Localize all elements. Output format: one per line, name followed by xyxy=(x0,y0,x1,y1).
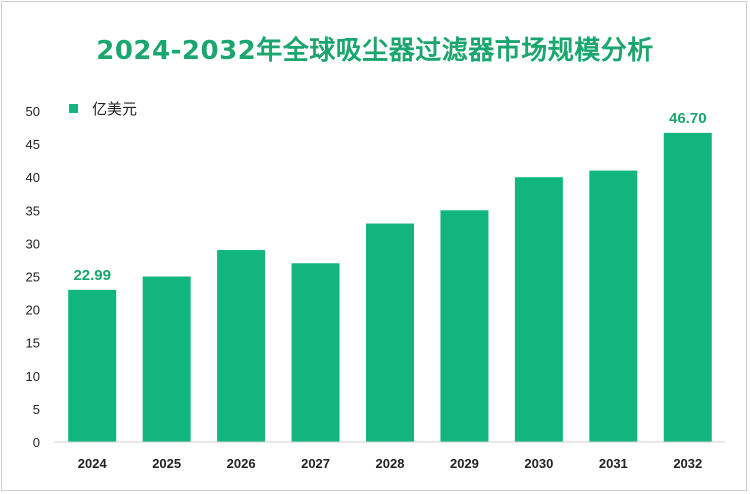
legend-swatch xyxy=(69,104,78,113)
y-tick-label: 50 xyxy=(26,104,40,119)
x-tick-label: 2032 xyxy=(673,456,702,471)
data-label-2024: 22.99 xyxy=(73,267,111,284)
data-label-2032: 46.70 xyxy=(669,110,707,127)
bar-2030 xyxy=(514,177,563,442)
data-labels: 22.99 46.70 xyxy=(73,110,706,284)
y-axis: 0 5 10 15 20 25 30 35 40 45 50 xyxy=(26,104,40,450)
legend: 亿美元 xyxy=(69,100,137,118)
chart-title: 2024-2032年全球吸尘器过滤器市场规模分析 xyxy=(96,36,654,66)
legend-label: 亿美元 xyxy=(92,100,137,118)
y-tick-label: 45 xyxy=(26,137,40,152)
x-tick-label: 2025 xyxy=(152,456,181,471)
bar-2028 xyxy=(366,223,414,442)
y-tick-label: 35 xyxy=(26,203,40,218)
bar-2024 xyxy=(68,289,117,442)
bars xyxy=(68,132,712,442)
bar-2031 xyxy=(589,170,638,442)
y-tick-label: 20 xyxy=(26,303,40,318)
x-tick-label: 2028 xyxy=(376,456,405,471)
bar-2027 xyxy=(291,263,340,442)
bar-2032 xyxy=(663,132,712,442)
y-tick-label: 25 xyxy=(26,270,40,285)
x-tick-label: 2024 xyxy=(78,456,108,471)
x-tick-label: 2031 xyxy=(599,456,628,471)
x-tick-label: 2029 xyxy=(450,456,479,471)
y-tick-label: 10 xyxy=(26,369,40,384)
x-tick-label: 2026 xyxy=(227,456,256,471)
y-tick-label: 40 xyxy=(26,170,40,185)
bar-2029 xyxy=(440,210,489,442)
y-tick-label: 5 xyxy=(33,402,40,417)
y-tick-label: 0 xyxy=(33,435,40,450)
x-tick-label: 2030 xyxy=(524,456,553,471)
x-tick-label: 2027 xyxy=(301,456,330,471)
y-tick-label: 30 xyxy=(26,236,40,251)
x-axis: 2024 2025 2026 2027 2028 2029 2030 2031 2032 xyxy=(55,441,725,471)
bar-2025 xyxy=(142,276,191,442)
y-tick-label: 15 xyxy=(26,336,40,351)
bar-2026 xyxy=(217,250,266,442)
